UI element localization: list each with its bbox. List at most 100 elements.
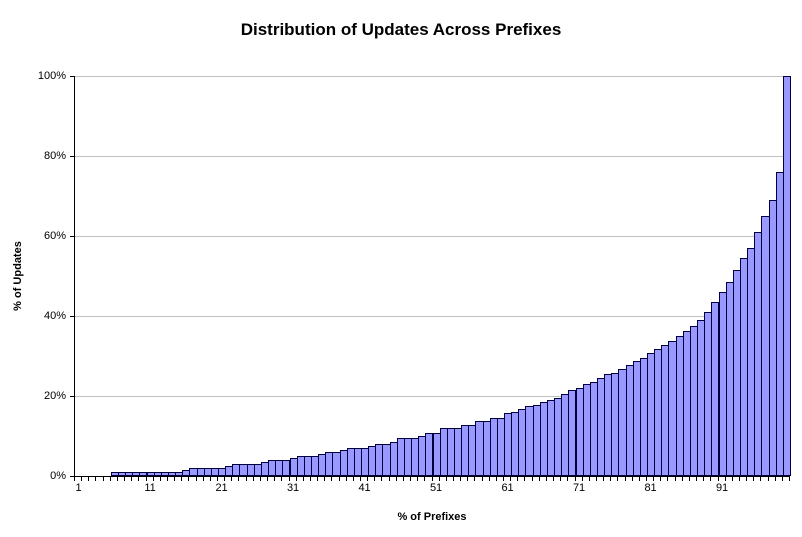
chart-title: Distribution of Updates Across Prefixes <box>240 20 562 39</box>
x-axis-tick <box>102 477 104 481</box>
gridline <box>75 236 790 237</box>
x-axis-tick <box>259 477 261 481</box>
x-axis-tick <box>517 477 519 481</box>
y-axis-tick <box>70 236 74 237</box>
x-axis-tick <box>245 477 247 481</box>
x-axis-tick <box>209 477 211 481</box>
x-axis-tick <box>217 477 218 481</box>
x-axis-tick <box>374 477 376 481</box>
x-axis-tick <box>531 477 533 481</box>
x-axis-tick <box>324 477 326 481</box>
x-axis-tick <box>738 477 740 481</box>
y-axis-label: 100% <box>37 70 66 82</box>
x-axis-label: 71 <box>572 482 586 494</box>
x-axis-tick <box>360 477 361 481</box>
gridline <box>75 316 790 317</box>
bar <box>782 76 791 476</box>
y-axis-tick <box>70 316 74 317</box>
x-axis-tick <box>553 477 555 481</box>
x-axis-tick <box>667 477 669 481</box>
x-axis-tick <box>166 477 168 481</box>
x-axis-tick <box>352 477 354 481</box>
x-axis-tick <box>681 477 683 481</box>
x-axis-tick <box>753 477 755 481</box>
x-axis-tick <box>109 477 111 481</box>
x-axis-tick <box>688 477 690 481</box>
x-axis-tick <box>381 477 383 481</box>
x-axis-tick <box>746 477 748 481</box>
x-axis-tick <box>474 477 476 481</box>
x-axis-tick <box>159 477 161 481</box>
x-axis-tick <box>338 477 340 481</box>
gridline <box>75 156 790 157</box>
x-axis-tick <box>131 477 133 481</box>
x-axis-tick <box>252 477 254 481</box>
x-axis-tick <box>774 477 776 481</box>
x-axis-tick <box>560 477 562 481</box>
x-axis-tick <box>317 477 319 481</box>
x-axis-label: 81 <box>644 482 657 494</box>
x-axis-tick <box>617 477 619 481</box>
y-axis-tick <box>70 476 74 477</box>
x-axis-label: 41 <box>358 482 371 494</box>
x-axis-tick <box>388 477 390 481</box>
x-axis-tick <box>595 477 597 481</box>
x-axis-tick <box>302 477 304 481</box>
x-axis-tick <box>438 477 440 481</box>
y-axis-label: 40% <box>43 310 66 322</box>
x-axis-tick <box>195 477 197 481</box>
x-axis-label: 51 <box>429 482 443 494</box>
x-axis-tick <box>116 477 118 481</box>
x-axis-tick <box>281 477 283 481</box>
x-axis-tick <box>95 477 97 481</box>
y-axis-label: 0% <box>50 470 66 482</box>
y-axis-tick <box>70 156 74 157</box>
x-axis-label: 91 <box>715 482 729 494</box>
x-axis-tick <box>588 477 590 481</box>
x-axis-tick <box>138 477 140 481</box>
x-axis-label: 31 <box>286 482 300 494</box>
x-axis-tick <box>717 477 719 481</box>
x-axis-tick <box>581 477 583 481</box>
x-axis-tick <box>431 477 433 481</box>
plot-area <box>74 76 791 477</box>
x-axis-tick <box>674 477 676 481</box>
x-axis-tick <box>238 477 240 481</box>
x-axis-tick <box>88 477 90 481</box>
x-axis-tick <box>274 477 276 481</box>
x-axis-tick <box>460 477 462 481</box>
y-axis-tick <box>70 396 74 397</box>
x-axis-tick <box>174 477 176 481</box>
x-axis-label: 21 <box>215 482 228 494</box>
x-axis-tick <box>631 477 633 481</box>
x-axis-tick <box>74 477 75 481</box>
x-axis-tick <box>367 477 369 481</box>
gridline <box>75 396 790 397</box>
x-axis-tick <box>624 477 626 481</box>
x-axis-tick <box>567 477 569 481</box>
x-axis-label: 61 <box>501 482 514 494</box>
x-axis-tick <box>309 477 311 481</box>
x-axis-title: % of Prefixes <box>397 511 467 523</box>
x-axis-tick <box>653 477 655 481</box>
x-axis-tick <box>452 477 454 481</box>
x-axis-tick <box>145 477 147 481</box>
x-axis-tick <box>510 477 512 481</box>
x-axis-tick <box>402 477 404 481</box>
x-axis-tick <box>503 477 504 481</box>
gridline <box>75 76 790 77</box>
y-axis-label: 80% <box>43 150 66 162</box>
x-axis-tick <box>488 477 490 481</box>
y-axis-tick <box>70 76 74 77</box>
x-axis-tick <box>710 477 712 481</box>
x-axis-label: 11 <box>144 482 156 494</box>
x-axis-tick <box>696 477 698 481</box>
x-axis-tick <box>781 477 783 481</box>
x-axis-tick <box>789 477 790 481</box>
x-axis-tick <box>610 477 612 481</box>
x-axis-tick <box>481 477 483 481</box>
x-axis-tick <box>267 477 269 481</box>
x-axis-tick <box>410 477 412 481</box>
x-axis-tick <box>288 477 290 481</box>
